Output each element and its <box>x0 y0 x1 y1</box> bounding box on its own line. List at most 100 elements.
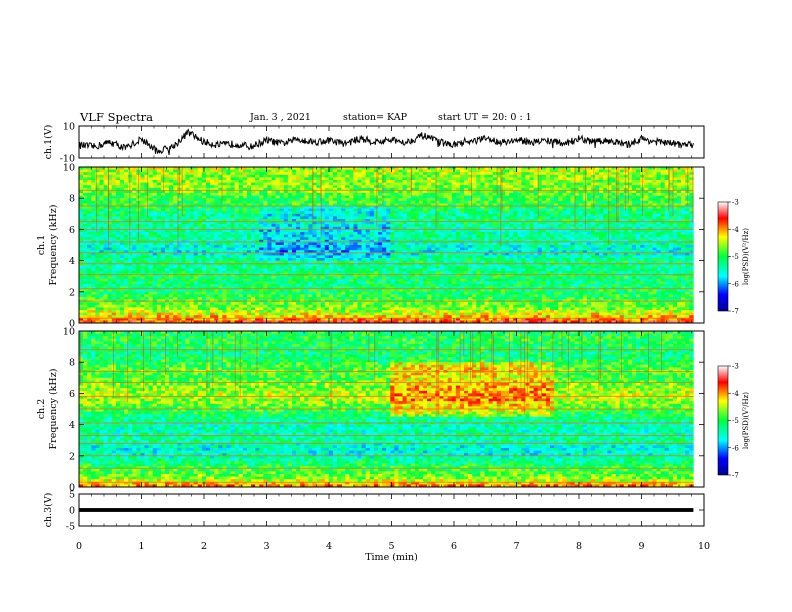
spectrogram-cell <box>226 221 231 225</box>
spectrogram-cell <box>386 187 391 191</box>
spectrogram-cell <box>484 247 489 251</box>
spectrogram-cell <box>201 180 207 183</box>
spectrogram-cell <box>590 195 596 199</box>
spectrogram-cell <box>574 203 579 207</box>
spectrogram-cell <box>509 193 514 196</box>
spectrogram-cell <box>189 221 194 225</box>
spectrogram-cell <box>255 213 260 217</box>
spectrogram-cell <box>222 208 227 212</box>
spectrogram-cell <box>300 174 305 178</box>
spectrogram-cell <box>287 232 293 235</box>
spectrogram-cell <box>226 247 231 251</box>
spectrogram-cell <box>230 237 235 241</box>
spectrogram-cell <box>480 234 485 238</box>
spectrogram-cell <box>574 177 579 181</box>
spectrogram-cell <box>525 206 530 209</box>
spectrogram-cell <box>328 200 334 204</box>
spectrogram-cell <box>169 232 174 235</box>
spectrogram-cell <box>316 239 321 243</box>
spectrogram-cell <box>595 211 600 215</box>
spectrogram-cell <box>664 219 670 222</box>
spectrogram-cell <box>644 242 649 246</box>
spectrogram-cell <box>414 208 420 212</box>
spectrogram-cell <box>500 169 506 173</box>
spectrogram-cell <box>173 221 178 225</box>
spectrogram-cell <box>267 250 272 254</box>
spectrogram-cell <box>492 172 498 176</box>
spectrogram-cell <box>173 232 178 235</box>
spectrogram-cell <box>271 232 276 235</box>
spectrogram-cell <box>504 172 510 176</box>
spectrogram-cell <box>177 198 182 202</box>
spectrogram-cell <box>586 219 592 222</box>
spectrogram-cell <box>238 177 244 181</box>
spectrogram-cell <box>283 200 289 204</box>
spectrogram-cell <box>595 219 600 222</box>
spectrogram-cell <box>423 216 428 220</box>
spectrogram-cell <box>545 177 551 181</box>
spectrogram-cell <box>492 247 498 251</box>
spectrogram-cell <box>283 174 289 178</box>
spectrogram-cell <box>365 198 371 202</box>
spectrogram-cell <box>435 167 440 170</box>
spectrogram-cell <box>349 234 354 238</box>
spectrogram-cell <box>263 193 268 196</box>
spectrogram-cell <box>283 206 289 209</box>
spectrogram-cell <box>402 180 407 183</box>
spectrogram-cell <box>664 221 670 225</box>
spectrogram-cell <box>279 195 285 199</box>
spectrogram-cell <box>660 237 666 241</box>
spectrogram-cell <box>586 167 592 170</box>
spectrogram-cell <box>427 167 432 170</box>
spectrogram-cell <box>95 193 100 196</box>
spectrogram-cell <box>451 177 457 181</box>
spectrogram-cell <box>578 229 584 233</box>
spectrogram-cell <box>124 237 129 241</box>
spectrogram-cell <box>652 172 657 176</box>
spectrogram-cell <box>107 167 113 170</box>
spectrogram-cell <box>99 234 104 238</box>
spectrogram-cell <box>160 177 166 181</box>
spectrogram-cell <box>644 200 649 204</box>
spectrogram-cell <box>242 245 248 248</box>
spectrogram-cell <box>144 250 149 254</box>
spectrogram-cell <box>525 221 530 225</box>
spectrogram-cell <box>476 187 481 191</box>
spectrogram-cell <box>320 239 326 243</box>
spectrogram-cell <box>488 206 493 209</box>
spectrogram-cell <box>173 234 178 238</box>
spectrogram-cell <box>287 237 293 241</box>
spectrogram-cell <box>218 237 223 241</box>
spectrogram-cell <box>300 177 305 181</box>
spectrogram-cell <box>644 224 649 228</box>
spectrogram-cell <box>160 198 166 202</box>
spectrogram-cell <box>83 232 88 235</box>
spectrogram-cell <box>226 211 231 215</box>
spectrogram-cell <box>382 187 387 191</box>
spectrogram-cell <box>537 221 543 225</box>
spectrogram-cell <box>537 172 543 176</box>
spectrogram-cell <box>304 206 309 209</box>
spectrogram-cell <box>332 229 338 233</box>
spectrogram-cell <box>574 245 579 248</box>
spectrogram-cell <box>566 219 571 222</box>
spectrogram-cell <box>156 219 162 222</box>
spectrogram-cell <box>365 239 371 243</box>
spectrogram-cell <box>496 167 502 170</box>
spectrogram-cell <box>124 203 129 207</box>
spectrogram-cell <box>291 242 297 246</box>
spectrogram-cell <box>119 187 125 191</box>
spectrogram-cell <box>468 185 473 189</box>
spectrogram-cell <box>255 208 260 212</box>
spectrogram-cell <box>681 177 686 181</box>
spectrogram-cell <box>83 182 88 186</box>
spectrogram-cell <box>464 234 469 238</box>
spectrogram-cell <box>189 187 194 191</box>
spectrogram-cell <box>668 174 674 178</box>
spectrogram-cell <box>676 177 682 181</box>
spectrogram-cell <box>316 213 321 217</box>
spectrogram-cell <box>152 185 158 189</box>
spectrogram-cell <box>296 239 301 243</box>
spectrogram-cell <box>509 172 514 176</box>
spectrogram-cell <box>414 234 420 238</box>
